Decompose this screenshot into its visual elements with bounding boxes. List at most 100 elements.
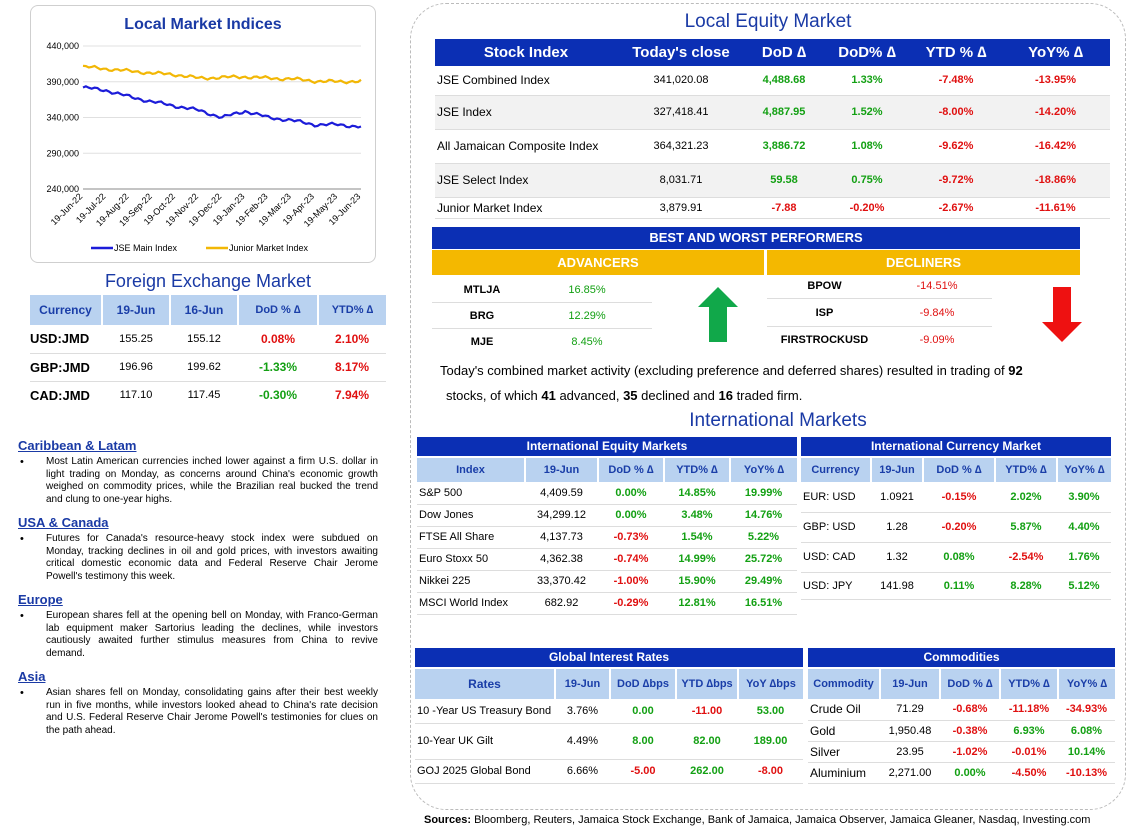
commod-table: Commodity 19-Jun DoD % ∆ YTD% ∆ YoY% ∆ C… — [808, 669, 1115, 784]
commod-panel: Commodities Commodity 19-Jun DoD % ∆ YTD… — [808, 648, 1115, 784]
fx-title: Foreign Exchange Market — [104, 271, 312, 291]
equity-ytd: -7.48% — [938, 74, 974, 87]
intl-cur-row: GBP: USD 1.28 -0.20% 5.87% 4.40% — [801, 512, 1111, 542]
intl-cur-header: DoD % ∆ — [922, 458, 995, 482]
fx-row: CAD:JMD 117.10 117.45 -0.30% 7.94% — [30, 381, 386, 409]
intl-cur-ytd: 5.87% — [1010, 521, 1042, 533]
summary-firm: 16 — [718, 388, 733, 403]
equity-index-name: Junior Market Index — [437, 200, 543, 215]
intl-eq-name: Euro Stoxx 50 — [419, 553, 489, 565]
intl-cur-yoy: 4.40% — [1068, 521, 1100, 533]
equity-index-name: JSE Select Index — [437, 173, 529, 187]
commod-ytd: -11.18% — [1008, 703, 1050, 716]
fx-panel: Currency 19-Jun 16-Jun DoD % ∆ YTD% ∆ US… — [30, 295, 386, 409]
equity-table: Stock Index Today's close DoD ∆ DoD% ∆ Y… — [435, 39, 1110, 219]
intl-eq-ytd: 3.48% — [681, 509, 713, 521]
equity-dod-pct: 1.08% — [851, 140, 883, 152]
rates-title: Global Interest Rates — [415, 648, 803, 667]
equity-dod-pct: 1.52% — [851, 106, 883, 118]
news-heading: USA & Canada — [18, 515, 109, 530]
intl-currency-title: International Currency Market — [801, 437, 1111, 456]
equity-close: 327,418.41 — [653, 106, 709, 118]
intl-eq-yoy: 14.76% — [744, 509, 783, 521]
intl-eq-dod: -0.29% — [613, 597, 649, 609]
intl-eq-row: FTSE All Share 4,137.73 -0.73% 1.54% 5.22% — [417, 526, 797, 548]
intl-cur-pair: USD: JPY — [803, 579, 853, 592]
intl-cur-pair: USD: CAD — [803, 551, 856, 563]
intl-cur-ytd: 8.28% — [1010, 579, 1042, 592]
intl-eq-dod: -1.00% — [613, 575, 649, 587]
equity-row: Junior Market Index 3,879.91 -7.88 -0.20% -2… — [435, 197, 1110, 218]
intl-eq-yoy: 5.22% — [747, 531, 780, 543]
rates-table: Rates 19-Jun DoD ∆bps YTD ∆bps YoY ∆bps … — [415, 669, 803, 784]
rates-header: DoD ∆bps — [609, 669, 676, 699]
intl-cur-yoy: 1.76% — [1068, 551, 1100, 563]
decliner-ticker: FIRSTROCKUSD — [780, 334, 869, 346]
equity-yoy: -11.61% — [1035, 201, 1076, 214]
commod-row: Aluminium 2,271.00 0.00% -4.50% -10.13% — [808, 762, 1115, 783]
rate-yoy: -8.00 — [757, 765, 784, 777]
decliner-row: FIRSTROCKUSD -9.09% — [767, 327, 992, 353]
equity-header: DoD% ∆ — [823, 39, 911, 66]
summary-advanced: 41 — [541, 388, 556, 403]
intl-eq-ytd: 14.99% — [678, 553, 716, 565]
fx-header: 16-Jun — [169, 295, 238, 325]
fx-currency: USD:JMD — [30, 331, 90, 347]
fx-dod: -0.30% — [258, 388, 298, 403]
commod-dod: -0.68% — [952, 703, 988, 716]
y-tick-label: 440,000 — [46, 41, 79, 51]
news-heading: Caribbean & Latam — [18, 438, 137, 453]
intl-eq-value: 33,370.42 — [537, 575, 586, 587]
intl-eq-header: YTD% ∆ — [663, 458, 730, 482]
advancer-value: 16.85% — [568, 283, 606, 296]
summary-total: 92 — [1008, 363, 1023, 378]
intl-cur-dod: -0.15% — [941, 490, 977, 503]
commod-yoy: -10.13% — [1066, 766, 1107, 779]
advancer-ticker: MTLJA — [463, 283, 501, 296]
rate-dod: 0.00 — [632, 704, 654, 717]
advancer-row: MJE 8.45% — [432, 329, 652, 355]
intl-eq-row: Dow Jones 34,299.12 0.00% 3.48% 14.76% — [417, 504, 797, 526]
equity-header: Stock Index — [435, 39, 617, 66]
rate-value: 6.66% — [566, 765, 599, 777]
intl-cur-header: YTD% ∆ — [994, 458, 1057, 482]
commod-value: 2,271.00 — [888, 766, 932, 779]
intl-eq-value: 4,137.73 — [540, 531, 583, 543]
intl-eq-dod: 0.00% — [615, 509, 647, 521]
intl-eq-yoy: 19.99% — [744, 486, 783, 499]
intl-eq-value: 4,409.59 — [540, 486, 583, 499]
fx-header: Currency — [30, 295, 102, 325]
rates-header: Rates — [415, 669, 555, 699]
fx-rate: 155.25 — [119, 332, 153, 345]
summary-text: declined and — [637, 388, 719, 403]
commod-yoy: -34.93% — [1066, 703, 1107, 716]
series-line-jse-main — [82, 85, 362, 129]
commod-yoy: 10.14% — [1067, 745, 1106, 758]
rates-row: 10 -Year US Treasury Bond 3.76% 0.00 -11.00… — [415, 699, 803, 723]
equity-ytd: -9.72% — [938, 174, 974, 186]
rates-header: YoY ∆bps — [737, 669, 803, 699]
fx-table: Currency 19-Jun 16-Jun DoD % ∆ YTD% ∆ US… — [30, 295, 386, 409]
intl-cur-yoy: 3.90% — [1068, 490, 1100, 503]
y-tick-label: 390,000 — [46, 77, 79, 87]
advancer-ticker: BRG — [469, 309, 495, 322]
decliner-row: ISP -9.84% — [767, 299, 992, 327]
sources-text: Bloomberg, Reuters, Jamaica Stock Exchan… — [471, 814, 1091, 826]
fx-rate: 196.96 — [119, 361, 153, 373]
commod-value: 1,950.48 — [888, 724, 932, 737]
intl-eq-row: MSCI World Index 682.92 -0.29% 12.81% 16.51% — [417, 592, 797, 614]
commod-yoy: 6.08% — [1070, 724, 1103, 737]
sources-line: Sources: Bloomberg, Reuters, Jamaica Sto… — [424, 814, 1144, 826]
intl-equity-table: Index 19-Jun DoD % ∆ YTD% ∆ YoY% ∆ S&P 5… — [417, 458, 797, 615]
equity-close: 8,031.71 — [659, 174, 703, 186]
equity-close: 364,321.23 — [653, 140, 709, 152]
summary-text: Today's combined market activity (exclud… — [440, 363, 1009, 378]
intl-cur-dod: 0.11% — [943, 579, 975, 592]
equity-dod: 59.58 — [770, 174, 798, 186]
commod-header: Commodity — [808, 669, 880, 699]
equity-row: All Jamaican Composite Index 364,321.23 3,… — [435, 129, 1110, 163]
intl-eq-ytd: 15.90% — [678, 575, 716, 587]
commod-dod: -0.38% — [952, 724, 988, 737]
intl-cur-pair: GBP: USD — [803, 521, 856, 533]
equity-dod-pct: -0.20% — [849, 201, 885, 214]
